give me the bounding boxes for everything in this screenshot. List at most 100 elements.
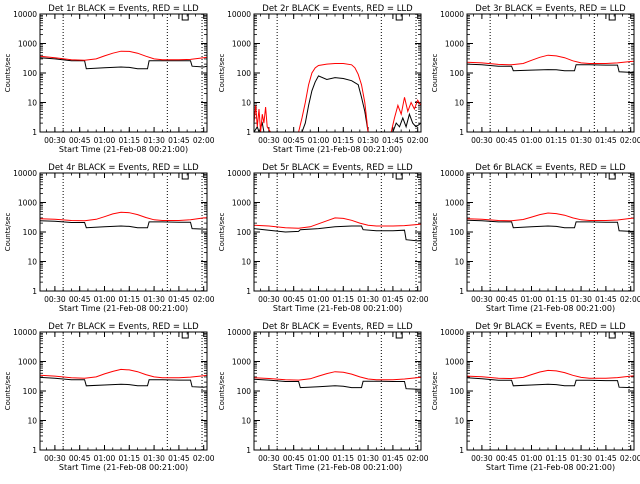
x-tick-label: 01:30 [570,136,592,145]
lld-series-line [40,50,207,61]
x-tick-label: 02:00 [407,295,429,304]
y-tick-label: 10 [241,417,251,426]
y-tick-label: 1000 [232,199,251,208]
x-axis-label: Start Time (21-Feb-08 00:21:00) [486,463,615,472]
lld-series-line [467,54,634,66]
x-tick-label: 01:45 [595,295,617,304]
chart-panel-4: Det 4r BLACK = Events, RED = LLD Counts/s… [4,163,215,313]
y-tick-label: 10 [454,99,464,108]
y-tick-label: 10000 [227,169,251,178]
x-tick-label: 01:00 [308,136,330,145]
chart-title: Det 4r BLACK = Events, RED = LLD [48,163,199,173]
events-series-line [467,377,634,389]
y-axis-label: Counts/sec [431,213,439,252]
y-tick-label: 1000 [445,358,464,367]
plot-frame [466,331,635,451]
x-axis-label: Start Time (21-Feb-08 00:21:00) [273,145,402,154]
x-axis-label: Start Time (21-Feb-08 00:21:00) [59,145,188,154]
y-axis-label: Counts/sec [4,54,12,93]
y-axis-label: Counts/sec [431,54,439,93]
x-tick-label: 02:00 [620,454,640,463]
y-tick-label: 1000 [445,40,464,49]
x-tick-label: 01:15 [118,454,140,463]
x-tick-label: 01:30 [143,295,165,304]
y-tick-label: 1 [459,446,464,455]
y-tick-label: 100 [237,387,252,396]
events-series-line [254,225,421,242]
y-tick-label: 1000 [445,199,464,208]
x-tick-label: 01:30 [357,136,379,145]
x-tick-label: 00:30 [44,295,66,304]
y-tick-label: 10000 [227,10,251,19]
time-range-bracket [181,173,189,180]
x-tick-label: 02:00 [407,454,429,463]
y-tick-label: 10 [241,99,251,108]
y-tick-label: 1000 [18,40,37,49]
y-tick-label: 10 [27,99,37,108]
y-tick-label: 1 [246,287,251,296]
y-tick-label: 100 [450,69,465,78]
x-tick-label: 01:00 [94,136,116,145]
y-tick-label: 10000 [13,328,37,337]
x-tick-label: 00:45 [283,454,305,463]
lld-series-line [254,371,421,381]
y-tick-label: 1 [246,446,251,455]
y-tick-label: 10000 [440,169,464,178]
chart-panel-8: Det 8r BLACK = Events, RED = LLD Counts/s… [218,322,429,472]
x-tick-label: 01:30 [570,295,592,304]
y-tick-label: 10 [241,258,251,267]
x-tick-label: 01:30 [357,295,379,304]
chart-panel-2: Det 2r BLACK = Events, RED = LLD Counts/s… [218,4,429,154]
x-tick-label: 01:45 [382,136,404,145]
x-tick-label: 01:30 [143,454,165,463]
x-tick-label: 02:00 [193,454,215,463]
y-tick-label: 100 [23,228,38,237]
plot-frame [253,172,422,292]
time-range-bracket [181,332,189,339]
y-tick-label: 1 [32,287,37,296]
plot-frame [253,331,422,451]
chart-panel-6: Det 6r BLACK = Events, RED = LLD Counts/s… [431,163,640,313]
y-tick-label: 1 [459,287,464,296]
plot-frame [466,172,635,292]
x-tick-label: 01:00 [308,454,330,463]
x-tick-label: 00:30 [44,136,66,145]
y-tick-label: 1 [459,128,464,137]
x-axis-label: Start Time (21-Feb-08 00:21:00) [273,463,402,472]
x-tick-label: 00:30 [258,295,280,304]
events-series-line [40,57,207,70]
x-axis-label: Start Time (21-Feb-08 00:21:00) [59,463,188,472]
y-axis-label: Counts/sec [4,372,12,411]
plot-frame [39,331,208,451]
y-tick-label: 10 [454,258,464,267]
y-tick-label: 10000 [13,169,37,178]
time-range-bracket [608,332,616,339]
chart-panel-1: Det 1r BLACK = Events, RED = LLD Counts/s… [4,4,215,154]
x-tick-label: 00:30 [44,454,66,463]
x-tick-label: 01:45 [382,295,404,304]
x-tick-label: 02:00 [620,136,640,145]
x-tick-label: 01:15 [118,136,140,145]
lld-series-line [40,211,207,222]
events-series-line [40,376,207,388]
chart-title: Det 6r BLACK = Events, RED = LLD [475,163,626,173]
x-tick-label: 01:15 [118,295,140,304]
x-tick-label: 00:45 [283,136,305,145]
chart-title: Det 1r BLACK = Events, RED = LLD [48,4,199,14]
events-series-line [254,75,421,132]
x-tick-label: 00:45 [69,454,91,463]
chart-title: Det 5r BLACK = Events, RED = LLD [262,163,413,173]
x-tick-label: 00:45 [496,295,518,304]
x-axis-label: Start Time (21-Feb-08 00:21:00) [486,304,615,313]
time-range-bracket [608,173,616,180]
x-axis-label: Start Time (21-Feb-08 00:21:00) [59,304,188,313]
x-tick-label: 01:45 [595,136,617,145]
y-tick-label: 10000 [13,10,37,19]
y-tick-label: 100 [23,69,38,78]
y-axis-label: Counts/sec [218,54,226,93]
x-tick-label: 01:45 [168,454,190,463]
chart-title: Det 8r BLACK = Events, RED = LLD [262,322,413,332]
x-tick-label: 02:00 [620,295,640,304]
x-tick-label: 00:45 [496,454,518,463]
chart-panel-3: Det 3r BLACK = Events, RED = LLD Counts/s… [431,4,640,145]
